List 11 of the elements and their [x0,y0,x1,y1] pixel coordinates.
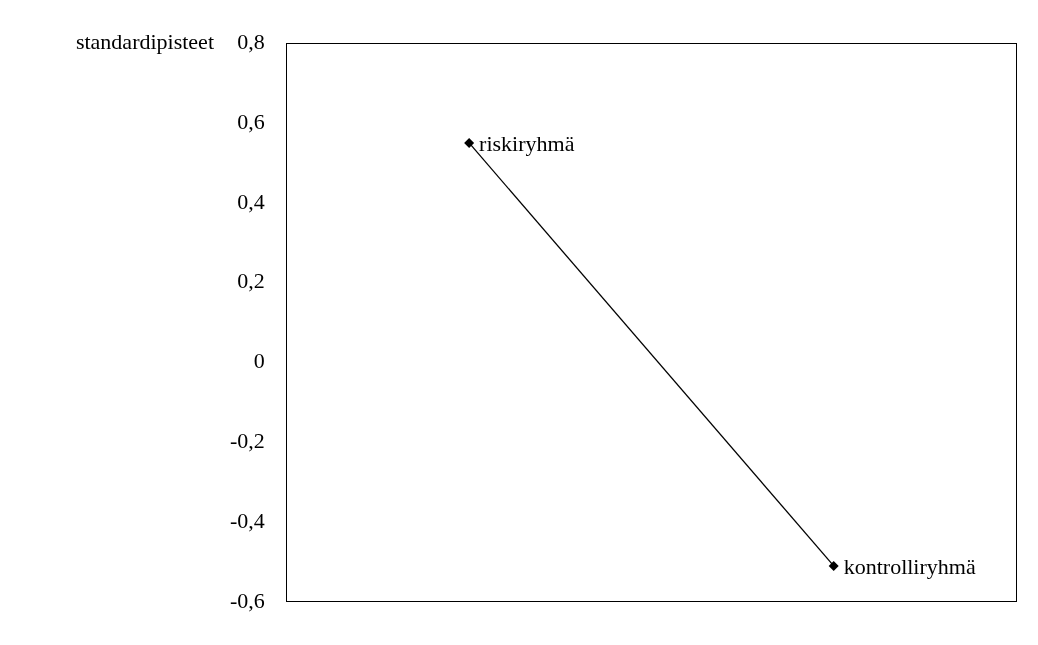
y-axis-title: standardipisteet [75,28,214,54]
y-tick-label: 0,8 [237,28,265,54]
y-tick-label: 0 [253,348,265,374]
y-tick-label: 0,4 [237,188,265,214]
annotation: kontrolliryhmä [843,553,976,579]
y-tick-label: -0,4 [230,507,265,533]
y-tick-label: -0,6 [230,587,265,613]
annotation: riskiryhmä [479,130,575,156]
y-tick-label: 0,2 [237,268,265,294]
y-tick-label: 0,6 [237,108,265,134]
y-tick-label: -0,2 [230,427,265,453]
